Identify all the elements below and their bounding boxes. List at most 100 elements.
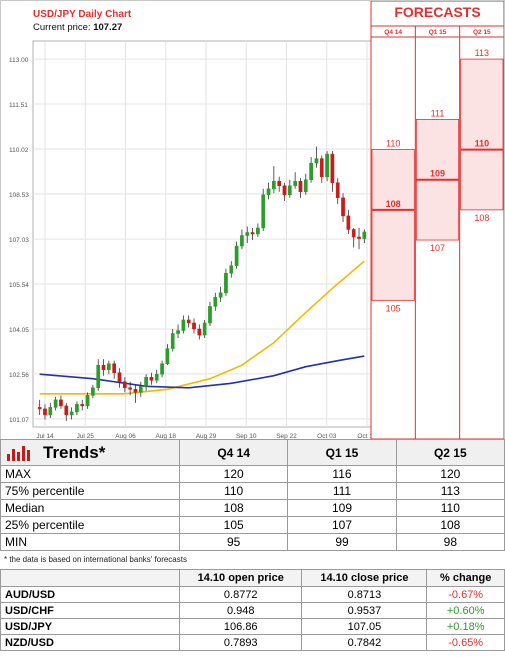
candle <box>224 268 228 296</box>
y-axis-ticks: 113.00 111.51 110.02 108.53 107.03 105.54 104.… <box>9 57 29 424</box>
candle-body <box>277 180 282 186</box>
fx-close: 0.8713 <box>301 586 428 603</box>
trends-row-25-percentile: 25% percentile 105 107 108 <box>0 516 505 534</box>
candle <box>261 188 266 231</box>
candle-body <box>138 386 143 393</box>
fx-close: 0.9537 <box>301 602 428 619</box>
forecast-range-box <box>371 149 415 301</box>
candle <box>314 146 319 168</box>
forecast-col-label: Q4 14 <box>384 29 402 36</box>
candle <box>48 402 53 418</box>
candle-body <box>64 405 69 416</box>
trends-col-q2-15: Q2 15 <box>395 439 505 466</box>
candle-body <box>229 265 234 274</box>
trends-cell: 105 <box>178 516 289 534</box>
candle-body <box>224 272 228 294</box>
candle <box>69 407 74 420</box>
candle <box>341 193 345 222</box>
candle-body <box>80 404 85 407</box>
candle-body <box>107 363 111 370</box>
forecasts-title: FORECASTS <box>394 4 480 20</box>
trends-cell: 116 <box>287 465 397 483</box>
fx-open: 106.86 <box>178 618 303 635</box>
x-tick-label: Jul 14 <box>36 433 54 439</box>
current-price-line: Current price: 107.27 <box>33 22 122 33</box>
candle <box>59 395 63 409</box>
trends-title: Trends* <box>43 442 106 462</box>
chart-title: USD/JPY Daily Chart <box>33 9 132 20</box>
current-price-label: Current price: <box>33 22 91 33</box>
x-axis-ticks: Jul 14 Jul 25 Aug 06 Aug 18 Aug 29 Sep 10 Sep … <box>36 433 377 439</box>
y-tick-label: 104.05 <box>9 327 29 334</box>
trends-row-label: MIN <box>0 533 180 551</box>
candle-body <box>218 292 223 298</box>
candles <box>37 146 367 421</box>
x-tick-label: Jul 25 <box>77 433 95 439</box>
trends-row-label: 25% percentile <box>0 516 180 534</box>
y-tick-label: 110.02 <box>9 147 29 154</box>
candle <box>229 261 234 278</box>
candle <box>53 396 58 411</box>
candle-body <box>240 235 244 247</box>
candle-body <box>170 333 175 349</box>
candle <box>192 318 196 334</box>
candle <box>234 241 239 269</box>
forecast-median-label: 108 <box>386 199 401 209</box>
candle <box>43 404 47 420</box>
trends-title-cell: Trends* <box>0 439 180 466</box>
candle <box>154 369 159 384</box>
candle-body <box>154 373 159 381</box>
candle <box>186 315 191 328</box>
candle <box>287 179 292 198</box>
trends-row-label: 75% percentile <box>0 482 180 500</box>
candle-body <box>112 363 117 373</box>
fx-close: 107.05 <box>301 618 428 635</box>
fx-close: 0.7842 <box>301 634 428 651</box>
candle <box>298 178 303 198</box>
candle-body <box>351 229 356 238</box>
candle-body <box>197 328 202 336</box>
candle <box>101 359 106 376</box>
trends-cell: 109 <box>287 499 397 517</box>
fx-pair: AUD/USD <box>0 586 180 603</box>
trends-footnote: * the data is based on international ban… <box>4 555 187 564</box>
current-price-value: 107.27 <box>93 22 122 33</box>
candle <box>165 344 170 366</box>
fx-row-audusd: AUD/USD 0.8772 0.8713 -0.67% <box>0 586 505 603</box>
trends-header-row: Trends* Q4 14 Q1 15 Q2 15 <box>0 439 505 466</box>
candle-body <box>43 408 47 416</box>
fx-open: 0.7893 <box>178 634 303 651</box>
candle-body <box>298 180 303 193</box>
candle-body <box>192 322 196 330</box>
fx-open: 0.8772 <box>178 586 303 603</box>
trends-cell: 110 <box>395 499 505 517</box>
candle-body <box>346 215 351 230</box>
candle <box>112 360 117 379</box>
candle <box>266 182 271 200</box>
candle <box>197 324 202 340</box>
candle <box>176 324 180 339</box>
candle-body <box>117 372 122 383</box>
y-tick-label: 107.03 <box>9 237 29 244</box>
candle-body <box>133 389 138 393</box>
usdjpy-chart: 113.00 111.51 110.02 108.53 107.03 105.54 104.… <box>9 1 504 439</box>
candle <box>272 166 276 194</box>
candle-body <box>287 185 292 196</box>
candle <box>293 172 297 189</box>
fx-header-blank <box>0 569 180 587</box>
x-tick-label: Sep 10 <box>236 433 257 439</box>
candle <box>202 319 207 339</box>
candle-body <box>272 180 276 190</box>
trends-cell: 95 <box>178 533 289 551</box>
y-tick-label: 111.51 <box>9 102 28 109</box>
candle <box>133 384 138 403</box>
x-tick-label: Aug 18 <box>155 433 176 439</box>
trends-row-min: MIN 95 99 98 <box>0 533 505 551</box>
candle-body <box>319 158 324 177</box>
candle-body <box>85 395 90 407</box>
candle <box>351 227 356 248</box>
candle <box>144 374 148 391</box>
candle-body <box>69 411 74 416</box>
trends-cell: 108 <box>395 516 505 534</box>
forecast-min-label: 105 <box>386 303 401 313</box>
